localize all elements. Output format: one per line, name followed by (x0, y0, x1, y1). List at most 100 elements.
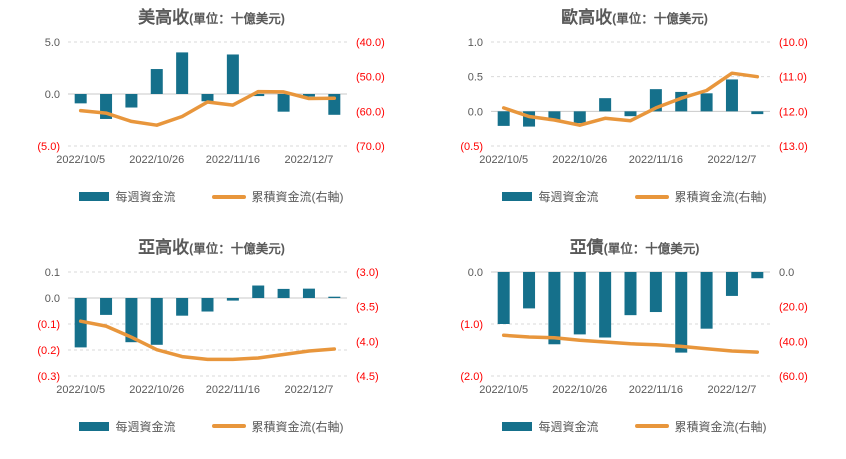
legend-item-cumulative-flow: 累積資金流(右軸) (211, 188, 344, 205)
left-axis-tick-label: 0.0 (45, 89, 60, 101)
weekly-flow-bar (751, 271, 764, 278)
weekly-flow-bar (548, 111, 561, 122)
chart-panel-asia-high-yield: 亞高收(單位：十億美元) 0.1 0.0 (0.1) (0.2) (0.3) (3.0) (… (0, 230, 423, 459)
chart-plot: 1.0 0.5 0.0 (0.5) (10.0) (11.0) (12.0) (13.0) 20… (460, 37, 808, 166)
cumulative-flow-line (501, 333, 760, 354)
line-swatch-icon (634, 194, 669, 199)
x-axis-tick-label: 2022/10/26 (552, 384, 607, 396)
chart-legend: 每週資金流 累積資金流(右軸) (423, 188, 846, 205)
x-axis-tick-label: 2022/11/16 (206, 384, 260, 396)
chart-plot: 0.0 (1.0) (2.0) 0.0 (20.0) (40.0) (60.0) 2022/1… (460, 267, 808, 396)
weekly-flow-bar (125, 297, 138, 342)
weekly-flow-bar (497, 271, 510, 324)
weekly-flow-bar (226, 297, 239, 301)
legend-label-weekly-flow: 每週資金流 (115, 419, 176, 434)
legend-label-cumulative-flow: 累積資金流(右軸) (674, 419, 767, 434)
weekly-flow-bar (226, 54, 239, 94)
chart-title: 歐高收(單位：十億美元) (423, 0, 846, 32)
weekly-flow-bar (624, 111, 637, 117)
weekly-flow-bar (176, 52, 189, 94)
right-axis-tick-label: (60.0) (779, 371, 808, 383)
x-axis-tick-label: 2022/11/16 (629, 384, 683, 396)
left-axis-tick-label: (0.5) (460, 141, 483, 153)
legend-label-weekly-flow: 每週資金流 (538, 419, 599, 434)
left-axis-tick-label: 0.5 (468, 72, 483, 84)
chart-title: 亞高收(單位：十億美元) (0, 230, 423, 262)
left-axis-tick-label: 0.0 (45, 293, 60, 305)
weekly-flow-bar (497, 111, 510, 126)
legend-item-cumulative-flow: 累積資金流(右軸) (634, 188, 767, 205)
right-axis-tick-label: (50.0) (356, 72, 385, 84)
x-axis-tick-label: 2022/12/7 (284, 384, 333, 396)
weekly-flow-bar (302, 94, 315, 97)
weekly-flow-bar (302, 288, 315, 298)
legend-item-weekly-flow: 每週資金流 (502, 188, 599, 205)
x-axis-tick-label: 2022/12/7 (707, 154, 756, 166)
right-axis-tick-label: (11.0) (779, 72, 807, 84)
weekly-flow-bar (252, 285, 265, 298)
left-axis-tick-label: (2.0) (460, 371, 483, 383)
x-axis-tick-label: 2022/10/5 (56, 154, 105, 166)
weekly-flow-bar (100, 297, 113, 315)
legend-item-weekly-flow: 每週資金流 (79, 418, 176, 435)
bar-swatch-icon (79, 421, 110, 431)
legend-label-cumulative-flow: 累積資金流(右軸) (251, 419, 344, 434)
chart-title-unit: (單位：十億美元) (189, 241, 285, 256)
weekly-flow-bar (751, 111, 764, 115)
left-axis-tick-label: (0.1) (37, 319, 60, 331)
x-axis-tick-label: 2022/10/26 (552, 154, 607, 166)
weekly-flow-bar (277, 94, 290, 112)
chart-legend: 每週資金流 累積資金流(右軸) (0, 418, 423, 435)
chart-title-unit: (單位：十億美元) (612, 12, 708, 26)
chart-title-unit: (單位：十億美元) (189, 12, 285, 26)
chart-title: 亞債(單位：十億美元) (423, 230, 846, 262)
x-axis-tick-label: 2022/11/16 (629, 154, 683, 166)
legend-item-weekly-flow: 每週資金流 (502, 418, 599, 435)
weekly-flow-bar (328, 296, 341, 298)
right-axis-tick-label: (40.0) (779, 336, 808, 348)
weekly-flow-bar (675, 271, 688, 353)
weekly-flow-bar (573, 271, 586, 334)
x-axis-tick-label: 2022/12/7 (284, 154, 333, 166)
line-swatch-icon (211, 194, 246, 199)
chart-plot: 5.0 0.0 (5.0) (40.0) (50.0) (60.0) (70.0) 2022/… (37, 37, 385, 166)
chart-plot: 0.1 0.0 (0.1) (0.2) (0.3) (3.0) (3.5) (4.0) (4.5… (37, 267, 379, 396)
weekly-flow-bar (252, 94, 265, 97)
weekly-flow-bar (599, 98, 612, 112)
right-axis-tick-label: (70.0) (356, 141, 385, 153)
legend-item-weekly-flow: 每週資金流 (79, 188, 176, 205)
left-axis-tick-label: (5.0) (37, 141, 60, 153)
legend-label-weekly-flow: 每週資金流 (115, 190, 176, 204)
right-axis-tick-label: (13.0) (779, 141, 808, 153)
x-axis-tick-label: 2022/12/7 (707, 384, 756, 396)
chart-title-unit: (單位：十億美元) (603, 241, 700, 256)
line-swatch-icon (211, 424, 246, 428)
weekly-flow-bar (150, 69, 163, 94)
left-axis-tick-label: (0.2) (37, 345, 60, 357)
legend-label-cumulative-flow: 累積資金流(右軸) (674, 190, 767, 204)
right-axis-tick-label: (4.5) (356, 371, 379, 383)
weekly-flow-bar (624, 271, 637, 315)
right-axis-tick-label: (4.0) (356, 336, 379, 348)
chart-title-main: 亞債 (569, 237, 604, 257)
chart-title-main: 歐高收 (561, 8, 613, 27)
x-axis-tick-label: 2022/10/26 (129, 384, 184, 396)
legend-label-weekly-flow: 每週資金流 (538, 190, 599, 204)
weekly-flow-bar (150, 297, 163, 345)
right-axis-tick-label: (60.0) (356, 106, 385, 118)
weekly-flow-bar (599, 271, 612, 338)
cumulative-flow-line (78, 89, 337, 127)
right-axis-tick-label: (40.0) (356, 37, 385, 49)
left-axis-tick-label: (1.0) (460, 319, 483, 331)
right-axis-tick-label: (20.0) (779, 301, 808, 313)
bar-swatch-icon (79, 192, 110, 201)
legend-item-cumulative-flow: 累積資金流(右軸) (634, 418, 767, 435)
cumulative-flow-line (78, 318, 337, 361)
right-axis-tick-label: (10.0) (779, 37, 808, 49)
weekly-flow-bar (548, 271, 561, 344)
bar-swatch-icon (502, 192, 533, 201)
left-axis-tick-label: 5.0 (45, 37, 60, 49)
right-axis-tick-label: 0.0 (779, 267, 794, 279)
x-axis-tick-label: 2022/10/5 (479, 384, 528, 396)
